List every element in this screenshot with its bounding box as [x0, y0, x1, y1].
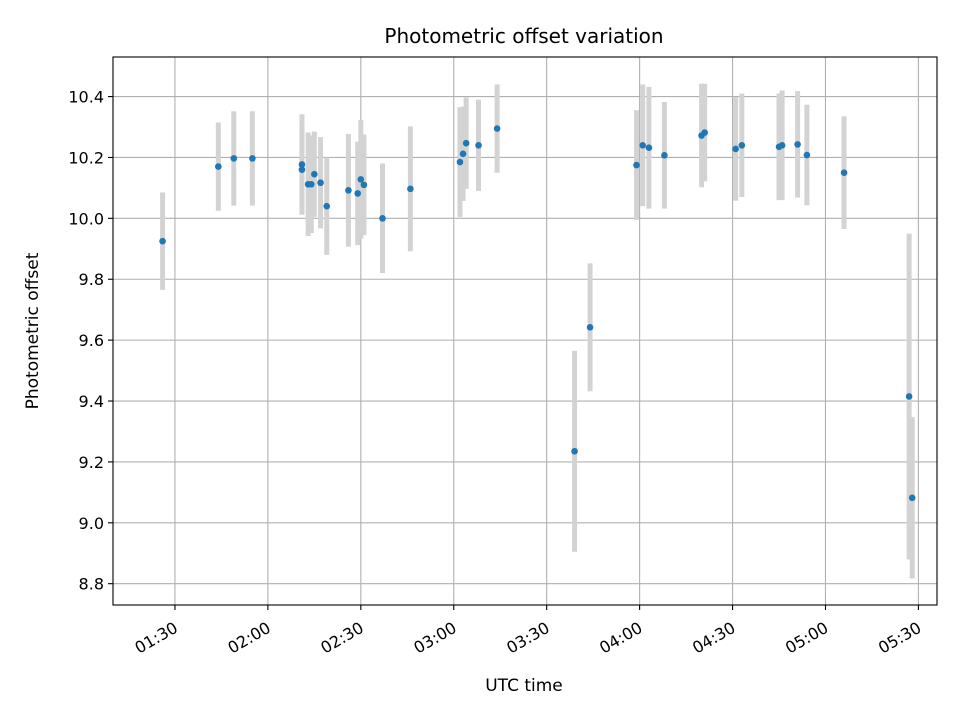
data-point	[345, 187, 352, 194]
x-tick-label: 04:30	[689, 618, 738, 658]
data-point	[586, 324, 594, 331]
y-axis-ticks: 8.8 9.0 9.2 9.4 9.6 9.8 10.0 10.2 10.4	[68, 88, 113, 594]
data-point	[311, 170, 318, 178]
y-tick-label: 9.4	[79, 392, 104, 411]
data-point	[732, 145, 739, 153]
data-points	[159, 125, 916, 502]
data-point	[908, 494, 916, 502]
x-tick-label: 05:30	[875, 618, 924, 658]
data-point	[661, 152, 668, 159]
x-tick-label: 03:30	[503, 618, 552, 658]
data-point	[639, 141, 647, 149]
data-point	[645, 144, 653, 152]
data-point	[803, 151, 811, 159]
x-tick-label: 05:00	[782, 618, 831, 658]
data-point	[459, 150, 467, 158]
y-axis-title: Photometric offset	[23, 252, 43, 409]
data-point	[360, 181, 368, 189]
y-tick-label: 10.4	[68, 88, 104, 107]
data-point	[840, 169, 848, 176]
data-point	[379, 215, 386, 222]
data-point	[571, 447, 578, 455]
data-point	[298, 161, 306, 168]
chart-title: Photometric offset variation	[384, 24, 663, 48]
data-point	[462, 139, 470, 147]
data-point	[794, 141, 801, 148]
x-tick-label: 03:00	[410, 618, 459, 658]
data-point	[633, 161, 640, 169]
data-point	[249, 155, 256, 162]
data-point	[354, 190, 362, 197]
data-point	[778, 141, 786, 149]
data-point	[407, 185, 414, 193]
y-tick-label: 9.8	[79, 270, 104, 289]
data-point	[357, 176, 365, 183]
data-point	[298, 166, 306, 173]
x-tick-label: 02:30	[317, 618, 366, 658]
data-point	[738, 141, 746, 149]
data-point	[475, 141, 482, 149]
data-point	[307, 180, 315, 188]
data-point	[323, 202, 331, 210]
grid-lines	[113, 57, 937, 605]
data-point	[701, 129, 708, 136]
y-tick-label: 10.0	[68, 209, 104, 228]
plot-frame	[112, 56, 938, 606]
x-tick-label: 02:00	[224, 618, 273, 658]
data-point	[215, 163, 222, 170]
y-tick-label: 9.6	[79, 331, 104, 350]
y-tick-label: 8.8	[79, 575, 104, 594]
x-tick-label: 01:30	[132, 618, 181, 658]
y-tick-label: 9.0	[79, 514, 104, 533]
x-axis-title: UTC time	[485, 676, 563, 696]
x-tick-label: 04:00	[596, 618, 645, 658]
data-point	[317, 179, 324, 187]
data-point	[493, 125, 501, 132]
data-point	[230, 155, 238, 162]
y-tick-label: 10.2	[68, 148, 104, 167]
x-axis-ticks: 01:30 02:00 02:30 03:00 03:30 04:00 04:30 05:00…	[132, 605, 924, 658]
y-tick-label: 9.2	[79, 453, 104, 472]
data-point	[456, 158, 464, 166]
data-point	[159, 237, 166, 245]
data-point	[905, 393, 913, 400]
